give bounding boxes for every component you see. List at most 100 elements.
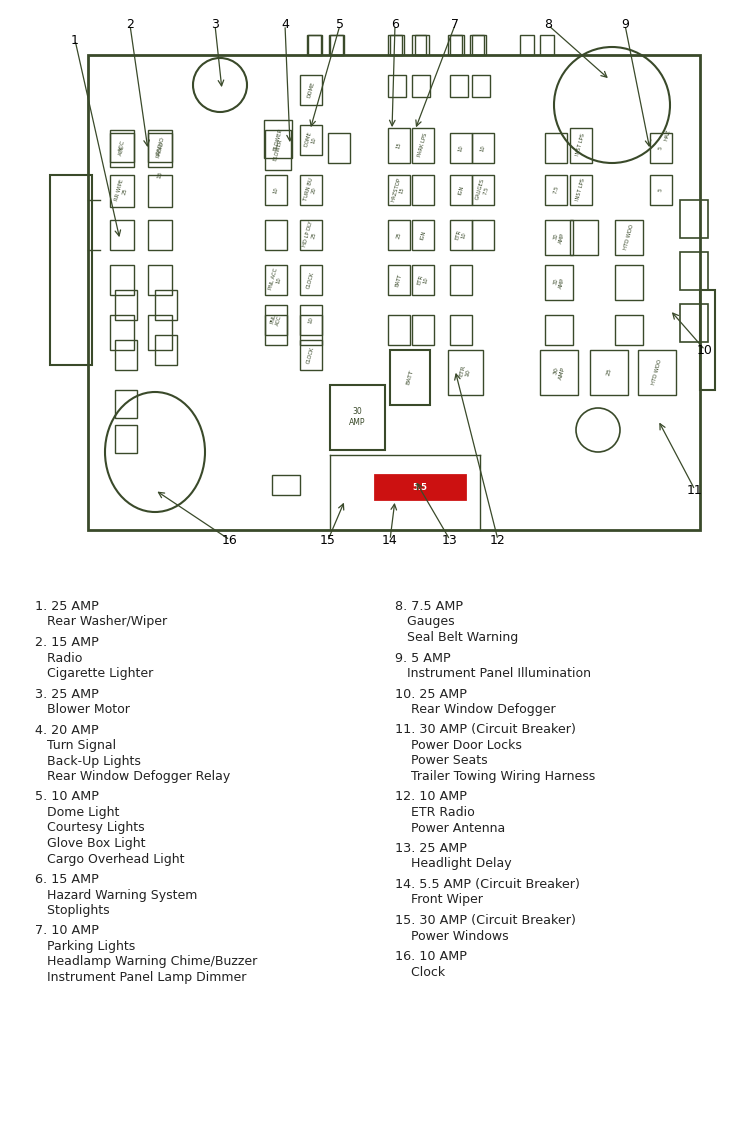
Bar xyxy=(110,130,134,162)
Bar xyxy=(545,133,567,163)
Text: Power Seats: Power Seats xyxy=(395,754,488,767)
Bar xyxy=(450,35,464,55)
Text: Cigarette Lighter: Cigarette Lighter xyxy=(35,668,153,680)
Bar xyxy=(615,219,643,255)
Bar xyxy=(388,219,410,250)
Bar xyxy=(110,175,134,207)
Bar xyxy=(110,219,134,250)
Text: 9. 5 AMP: 9. 5 AMP xyxy=(395,652,451,664)
Text: 16: 16 xyxy=(222,534,238,546)
Text: Power Antenna: Power Antenna xyxy=(395,822,505,834)
Text: 10. 25 AMP: 10. 25 AMP xyxy=(395,687,467,701)
Text: 10: 10 xyxy=(457,144,464,152)
Text: Courtesy Lights: Courtesy Lights xyxy=(35,822,144,834)
Bar xyxy=(472,175,494,205)
Bar xyxy=(615,265,643,299)
Bar xyxy=(412,75,430,97)
Text: 7.5: 7.5 xyxy=(553,185,559,194)
Text: Instrument Panel Lamp Dimmer: Instrument Panel Lamp Dimmer xyxy=(35,972,246,984)
Bar xyxy=(272,475,300,495)
Text: 15: 15 xyxy=(156,170,163,179)
Text: 5: 5 xyxy=(336,18,344,32)
Bar xyxy=(300,305,322,335)
Text: 5.5: 5.5 xyxy=(413,482,427,491)
Bar xyxy=(570,128,592,163)
Bar xyxy=(570,219,598,255)
Bar xyxy=(412,35,426,55)
Text: PNL
ACC: PNL ACC xyxy=(269,313,283,327)
Text: HD LP DLY
25: HD LP DLY 25 xyxy=(302,221,320,249)
Bar xyxy=(388,315,410,345)
Text: 30
AMP: 30 AMP xyxy=(553,230,565,243)
Bar xyxy=(412,175,434,205)
Text: TURN BU
20: TURN BU 20 xyxy=(302,177,319,202)
Text: GAUGES
7.5: GAUGES 7.5 xyxy=(475,178,491,202)
Text: Parking Lights: Parking Lights xyxy=(35,940,135,953)
Text: HAZ: HAZ xyxy=(664,129,672,142)
Text: RR WIPE
25: RR WIPE 25 xyxy=(114,179,130,203)
Bar xyxy=(329,35,343,55)
Bar xyxy=(570,175,592,205)
Text: Rear Window Defogger: Rear Window Defogger xyxy=(395,703,556,716)
Bar xyxy=(700,290,715,390)
Text: BATT: BATT xyxy=(405,369,414,385)
Text: IGN: IGN xyxy=(457,185,465,195)
Bar xyxy=(388,175,410,205)
Bar xyxy=(330,385,385,450)
Text: 5: 5 xyxy=(658,145,664,150)
Text: ETR
10: ETR 10 xyxy=(458,365,472,379)
Text: 10: 10 xyxy=(480,144,486,152)
Text: HAZSTOP
15: HAZSTOP 15 xyxy=(391,176,407,203)
Bar xyxy=(450,75,468,97)
Text: Instrument Panel Illumination: Instrument Panel Illumination xyxy=(395,668,591,680)
Bar xyxy=(264,120,292,158)
Text: 7: 7 xyxy=(451,18,459,32)
Text: 12. 10 AMP: 12. 10 AMP xyxy=(395,791,467,804)
Bar xyxy=(265,315,287,345)
Bar xyxy=(115,390,137,418)
Text: 12: 12 xyxy=(490,534,506,546)
Bar xyxy=(110,265,134,295)
Text: Rear Window Defogger Relay: Rear Window Defogger Relay xyxy=(35,770,231,783)
Text: PNL ACC
10: PNL ACC 10 xyxy=(268,267,284,293)
Bar xyxy=(680,304,708,342)
Bar xyxy=(307,35,321,55)
Bar xyxy=(148,133,172,167)
Text: 15: 15 xyxy=(395,141,402,149)
Text: DOME
10: DOME 10 xyxy=(304,131,318,149)
Bar xyxy=(472,75,490,97)
Bar xyxy=(155,335,177,365)
Text: 13: 13 xyxy=(442,534,458,546)
Text: 1: 1 xyxy=(71,33,79,47)
Text: 2: 2 xyxy=(126,18,134,32)
Text: INST LPS: INST LPS xyxy=(575,178,587,202)
Text: Power Windows: Power Windows xyxy=(395,929,509,943)
Text: 6. 15 AMP: 6. 15 AMP xyxy=(35,873,99,886)
Text: Gauges: Gauges xyxy=(395,615,454,629)
Text: 8: 8 xyxy=(544,18,552,32)
Text: 16. 10 AMP: 16. 10 AMP xyxy=(395,950,467,964)
Bar xyxy=(680,200,708,238)
Text: Clock: Clock xyxy=(395,966,445,978)
Text: 5. 10 AMP: 5. 10 AMP xyxy=(35,791,99,804)
Text: ACC: ACC xyxy=(118,144,125,155)
Bar xyxy=(412,128,434,163)
Bar xyxy=(115,290,137,320)
Bar xyxy=(115,339,137,370)
Text: 6: 6 xyxy=(391,18,399,32)
Bar xyxy=(388,75,406,97)
Bar xyxy=(650,133,672,163)
Text: 14. 5.5 AMP (Circuit Breaker): 14. 5.5 AMP (Circuit Breaker) xyxy=(395,878,580,892)
Text: Back-Up Lights: Back-Up Lights xyxy=(35,754,141,767)
Bar xyxy=(330,35,344,55)
Text: IGN: IGN xyxy=(420,230,426,240)
Bar xyxy=(300,175,322,205)
Text: Glove Box Light: Glove Box Light xyxy=(35,837,145,850)
Bar xyxy=(412,315,434,345)
Bar xyxy=(415,35,429,55)
Text: 15. 30 AMP (Circuit Breaker): 15. 30 AMP (Circuit Breaker) xyxy=(395,914,576,927)
Bar xyxy=(388,128,410,163)
Bar xyxy=(115,425,137,453)
Text: DOME: DOME xyxy=(306,81,315,98)
Bar xyxy=(448,35,462,55)
